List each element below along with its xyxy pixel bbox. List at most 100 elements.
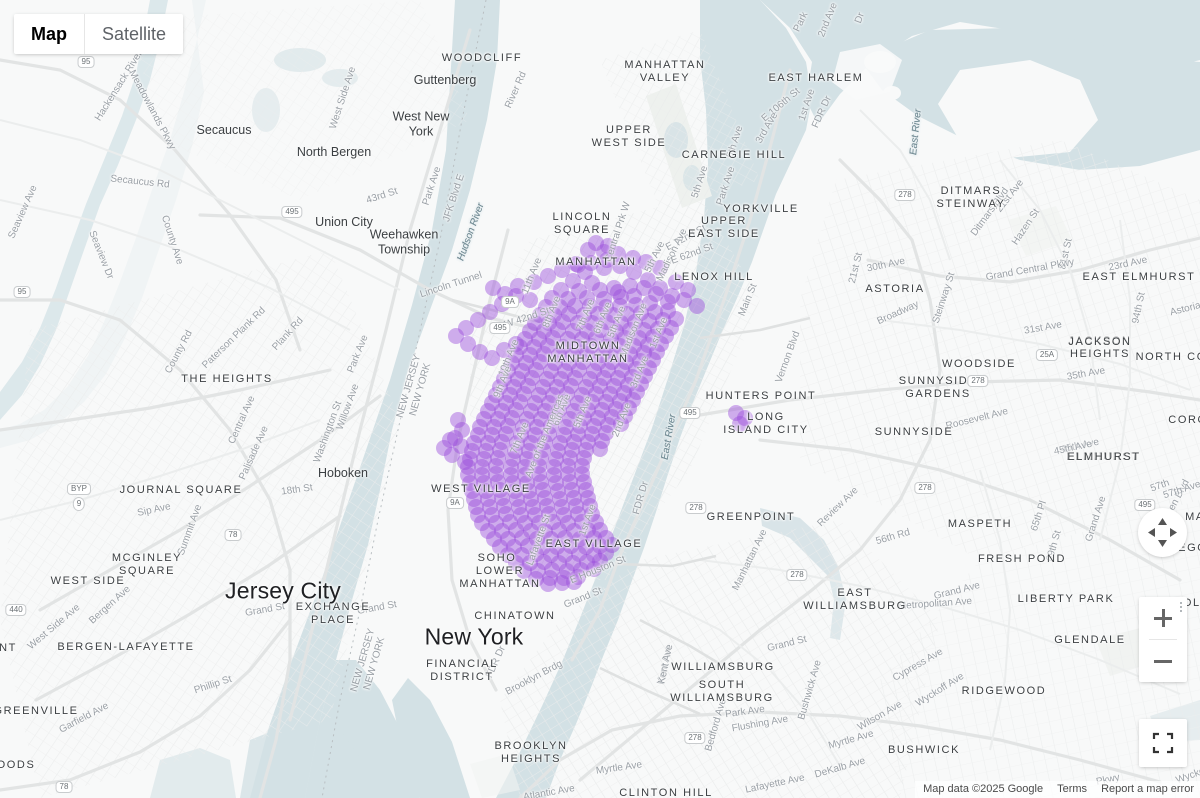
road-label: Broadway	[875, 298, 921, 328]
highway-shield-icon: 440	[5, 604, 27, 616]
town-label: West New York	[392, 109, 450, 138]
neighborhood-label: JOURNAL SQUARE	[119, 484, 243, 496]
road-label: Central Ave	[226, 394, 258, 446]
road-label: West Side Ave	[327, 65, 359, 131]
neighborhood-label: WOODCLIFF	[441, 52, 523, 64]
road-label: 3rd Ave	[628, 354, 652, 390]
road-label: Secaucus Rd	[109, 173, 171, 191]
neighborhood-label: NORTH COR	[1135, 351, 1200, 363]
road-label: Ditmars Blvd	[968, 185, 1012, 239]
highway-shield-icon: 278	[894, 189, 916, 201]
highway-shield-icon: BYP	[66, 483, 92, 495]
neighborhood-label: UPPER WEST SIDE	[591, 124, 667, 149]
zoom-separator	[1149, 639, 1177, 640]
highway-shield-icon: 495	[1134, 499, 1156, 511]
road-label: Grand St	[356, 599, 398, 617]
neighborhood-label: MANHATTAN VALLEY	[624, 59, 706, 84]
fullscreen-button[interactable]	[1139, 719, 1187, 767]
road-label: Grand Ave	[932, 579, 982, 603]
highway-shield-icon: 9	[72, 497, 86, 511]
road-label: Park Ave	[345, 333, 371, 375]
road-label: Roosevelt Ave	[944, 405, 1010, 433]
road-label: Atlantic Ave	[522, 783, 576, 798]
highway-shield-icon: 278	[685, 502, 707, 514]
road-label: East River	[908, 108, 924, 156]
road-label: 5th Ave	[571, 394, 595, 430]
road-label: 3rd Ave	[753, 110, 781, 146]
neighborhood-label: SUNNYSIDE GARDENS	[898, 375, 978, 400]
road-label: 81st St	[1057, 237, 1075, 271]
report-error-link[interactable]: Report a map error	[1101, 783, 1194, 795]
neighborhood-label: WEST SIDE	[50, 575, 126, 587]
road-label: Garfield Ave	[57, 700, 111, 736]
pan-control[interactable]	[1138, 508, 1187, 557]
road-label: Cypress Ave	[891, 646, 945, 684]
road-label: Main St	[736, 282, 760, 318]
road-label: 7th Ave	[574, 297, 598, 333]
highway-shield-icon: 78	[55, 781, 73, 793]
zoom-control[interactable]	[1139, 597, 1187, 682]
road-label: Manhattan Ave	[730, 527, 770, 593]
road-label: Park Ave	[724, 703, 766, 721]
map-type-satellite-button[interactable]: Satellite	[84, 14, 183, 54]
road-label: 23rd Ave	[1107, 254, 1149, 274]
neighborhood-label: THE HEIGHTS	[181, 373, 273, 385]
road-label: Hazen St	[1009, 206, 1043, 248]
road-label: Bergen Ave	[87, 583, 133, 627]
road-label: Meadowlands Pkwy	[126, 68, 178, 152]
pan-arrows-icon	[1148, 518, 1177, 547]
neighborhood-label: FRESH POND	[977, 553, 1067, 565]
zoom-out-button[interactable]	[1139, 640, 1187, 682]
highway-shield-icon: 78	[224, 529, 242, 541]
neighborhood-label: SOHO	[477, 552, 517, 564]
zoom-in-button[interactable]	[1139, 597, 1187, 639]
town-label: Guttenberg	[413, 73, 477, 87]
road-label: Sip Ave	[136, 501, 172, 519]
road-label: West Side Ave	[25, 602, 83, 652]
neighborhood-label: JACKSON HEIGHTS	[1068, 335, 1132, 360]
road-label: Flushing Ave	[730, 713, 790, 735]
road-label: River Rd	[503, 69, 529, 111]
road-label: 69th St	[1044, 529, 1064, 563]
terms-link[interactable]: Terms	[1057, 783, 1088, 795]
road-label: East River	[659, 413, 679, 461]
map-attribution-bar: Map data ©2025 Google Terms Report a map…	[915, 781, 1200, 798]
road-label: Wyckoff Ave	[913, 670, 967, 710]
neighborhood-label: MANHATTAN	[555, 256, 637, 268]
neighborhood-label: BERGEN-LAFAYETTE	[57, 641, 195, 653]
town-label: Union City	[315, 215, 373, 229]
map-type-map-button[interactable]: Map	[31, 23, 67, 44]
neighborhood-label: LOWER MANHATTAN	[459, 565, 541, 590]
road-label: Palisade Ave	[237, 424, 271, 482]
road-label: JFK Blvd E	[441, 172, 467, 224]
town-label: Hoboken	[317, 466, 369, 480]
road-label: Lafayette Ave	[744, 772, 806, 796]
road-label: 21st Ave	[993, 177, 1027, 215]
road-label: 5th Ave	[689, 164, 711, 200]
neighborhood-label: EAST WILLIAMSBURG	[803, 587, 907, 612]
road-label: Review Ave	[815, 484, 861, 530]
neighborhood-label: RIDGEWOOD	[961, 685, 1047, 697]
road-label: 57th Ave	[1161, 478, 1200, 502]
map-type-control[interactable]: Map Satellite	[14, 14, 184, 54]
water-label: Hudson River	[455, 201, 487, 263]
road-label: Willow Ave	[334, 382, 362, 432]
road-label: 5th Ave	[605, 304, 629, 340]
road-label: 31st Ave	[1023, 319, 1063, 337]
neighborhood-label: WOODSIDE	[942, 358, 1016, 370]
neighborhood-label: YORKVILLE	[723, 203, 799, 215]
zoom-options-menu-icon[interactable]	[1180, 602, 1182, 612]
town-label: Weehawken Township	[369, 227, 439, 256]
road-label: Vernon Blvd	[773, 329, 803, 385]
highway-shield-icon: 278	[684, 732, 706, 744]
road-label: Brooklyn Brdg	[503, 658, 565, 698]
road-label: 1st Ave	[796, 87, 818, 123]
road-label: 94th St	[1130, 291, 1148, 325]
neighborhood-label: EAST VILLAGE	[545, 538, 643, 550]
highway-shield-icon: 95	[13, 286, 31, 298]
road-label: 6th Ave	[550, 392, 574, 428]
highway-shield-icon: 9A	[446, 497, 464, 509]
road-label: Park Ave	[420, 165, 444, 207]
